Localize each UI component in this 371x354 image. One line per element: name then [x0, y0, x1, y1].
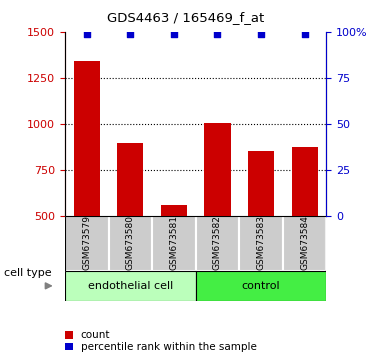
Bar	[239, 216, 283, 271]
Bar	[248, 150, 274, 216]
Text: GSM673580: GSM673580	[126, 215, 135, 270]
Point	[214, 31, 220, 36]
Bar	[152, 216, 196, 271]
Bar	[196, 216, 239, 271]
Point	[171, 31, 177, 36]
Text: cell type: cell type	[4, 268, 51, 279]
Text: endothelial cell: endothelial cell	[88, 281, 173, 291]
Text: percentile rank within the sample: percentile rank within the sample	[81, 342, 256, 352]
Bar	[65, 216, 109, 271]
Point	[84, 31, 90, 36]
Text: control: control	[242, 281, 280, 291]
Bar	[204, 123, 231, 216]
Text: GSM673582: GSM673582	[213, 215, 222, 270]
Bar	[109, 216, 152, 271]
Bar	[283, 216, 326, 271]
Bar	[73, 61, 100, 216]
Bar	[196, 271, 326, 301]
Text: GSM673581: GSM673581	[170, 215, 178, 270]
Text: GDS4463 / 165469_f_at: GDS4463 / 165469_f_at	[107, 11, 264, 24]
Point	[302, 31, 308, 36]
Text: count: count	[81, 330, 110, 340]
Point	[127, 31, 133, 36]
Text: GSM673584: GSM673584	[300, 215, 309, 270]
Point	[258, 31, 264, 36]
Bar	[292, 147, 318, 216]
Bar	[65, 271, 196, 301]
Text: GSM673579: GSM673579	[82, 215, 91, 270]
Text: GSM673583: GSM673583	[257, 215, 266, 270]
Bar	[117, 143, 143, 216]
Bar	[161, 205, 187, 216]
